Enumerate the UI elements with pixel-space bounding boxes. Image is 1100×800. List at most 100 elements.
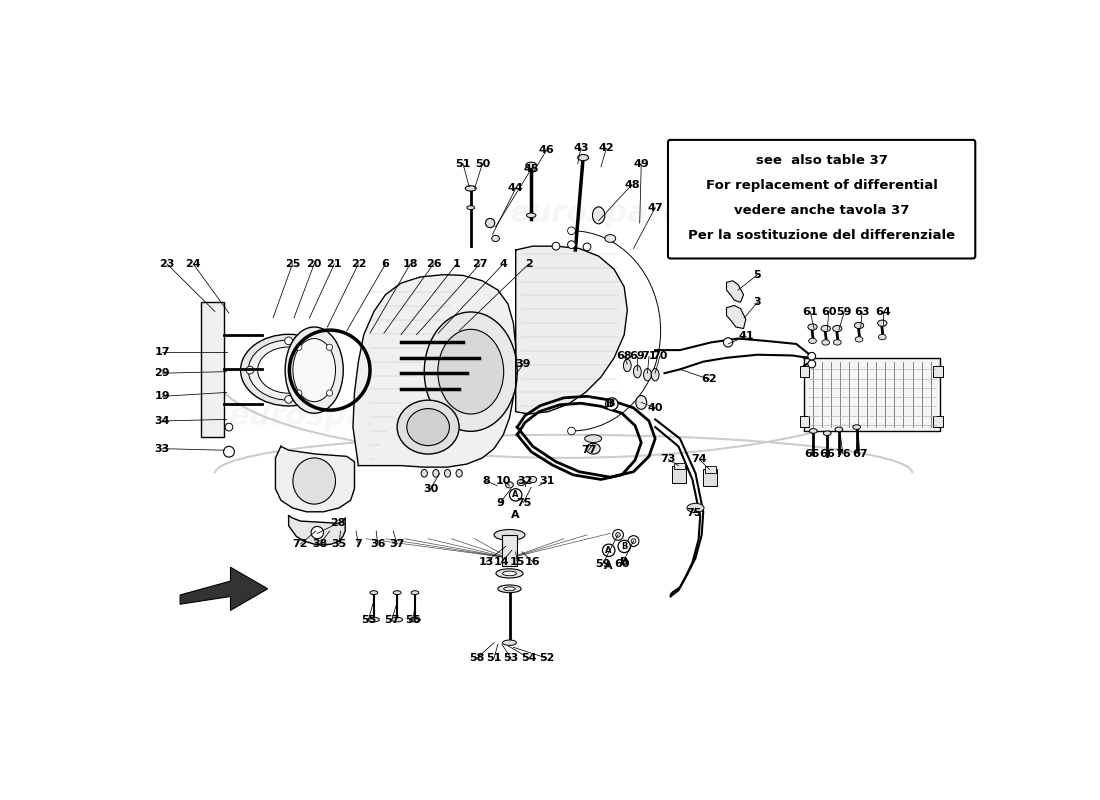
- Text: 75: 75: [686, 508, 702, 518]
- Text: 30: 30: [422, 484, 438, 494]
- Text: 9: 9: [496, 498, 504, 507]
- Ellipse shape: [411, 590, 419, 594]
- Ellipse shape: [529, 476, 537, 482]
- Ellipse shape: [833, 326, 842, 332]
- Text: 46: 46: [539, 145, 554, 155]
- Text: 59: 59: [837, 306, 852, 317]
- Text: 68: 68: [616, 351, 632, 362]
- Text: 23: 23: [160, 259, 175, 269]
- Ellipse shape: [394, 590, 402, 594]
- Circle shape: [285, 337, 293, 345]
- Circle shape: [568, 227, 575, 234]
- Text: 76: 76: [835, 449, 850, 459]
- Circle shape: [613, 530, 624, 540]
- Text: 3: 3: [754, 298, 761, 307]
- Text: 49: 49: [634, 158, 649, 169]
- Text: 44: 44: [508, 183, 524, 194]
- Ellipse shape: [438, 330, 504, 414]
- Circle shape: [296, 344, 303, 350]
- Text: A: A: [605, 546, 612, 555]
- Ellipse shape: [821, 326, 830, 332]
- Circle shape: [807, 360, 815, 368]
- Ellipse shape: [835, 427, 843, 432]
- Polygon shape: [180, 567, 267, 610]
- Ellipse shape: [506, 482, 514, 488]
- Bar: [804, 358, 939, 431]
- Ellipse shape: [636, 395, 647, 410]
- Ellipse shape: [585, 434, 602, 442]
- Text: 63: 63: [855, 306, 870, 317]
- Bar: [672, 466, 686, 482]
- Circle shape: [724, 338, 733, 347]
- Text: A: A: [604, 561, 613, 570]
- Text: 7: 7: [354, 539, 362, 549]
- FancyBboxPatch shape: [668, 140, 976, 258]
- Text: 29: 29: [154, 368, 170, 378]
- Text: 22: 22: [351, 259, 366, 269]
- Ellipse shape: [397, 400, 459, 454]
- Text: 66: 66: [820, 449, 835, 459]
- Ellipse shape: [586, 443, 601, 454]
- Text: eurospares: eurospares: [229, 402, 421, 431]
- Polygon shape: [353, 274, 516, 467]
- Circle shape: [616, 533, 620, 538]
- Ellipse shape: [808, 338, 816, 343]
- Ellipse shape: [822, 340, 829, 345]
- Text: 27: 27: [472, 259, 487, 269]
- Circle shape: [583, 243, 591, 250]
- Ellipse shape: [852, 425, 860, 430]
- Text: 24: 24: [186, 259, 201, 269]
- Text: 21: 21: [327, 259, 342, 269]
- Ellipse shape: [855, 322, 864, 329]
- Circle shape: [552, 242, 560, 250]
- Ellipse shape: [879, 334, 887, 340]
- Ellipse shape: [503, 571, 517, 576]
- Ellipse shape: [456, 470, 462, 477]
- Text: 31: 31: [539, 476, 554, 486]
- Text: 37: 37: [389, 539, 405, 549]
- Text: 71: 71: [641, 351, 657, 362]
- Circle shape: [327, 344, 332, 350]
- Ellipse shape: [496, 569, 524, 578]
- Text: 2: 2: [525, 259, 532, 269]
- Text: 51: 51: [455, 158, 471, 169]
- Ellipse shape: [605, 234, 616, 242]
- Circle shape: [226, 423, 233, 431]
- Bar: [502, 535, 517, 566]
- Ellipse shape: [634, 366, 641, 378]
- Text: 70: 70: [652, 351, 668, 362]
- Ellipse shape: [498, 585, 521, 593]
- Ellipse shape: [293, 458, 336, 504]
- Text: 14: 14: [494, 557, 509, 567]
- Text: 61: 61: [802, 306, 818, 317]
- Text: For replacement of differential: For replacement of differential: [706, 179, 937, 192]
- Bar: [800, 415, 810, 427]
- Text: 45: 45: [524, 164, 539, 174]
- Circle shape: [807, 353, 815, 360]
- Text: 50: 50: [475, 158, 490, 169]
- Text: 13: 13: [478, 557, 494, 567]
- Ellipse shape: [409, 618, 420, 622]
- Ellipse shape: [807, 324, 817, 330]
- Text: 32: 32: [517, 476, 532, 486]
- Ellipse shape: [444, 470, 451, 477]
- Ellipse shape: [392, 618, 403, 622]
- Ellipse shape: [485, 218, 495, 228]
- Ellipse shape: [824, 431, 832, 435]
- Text: 28: 28: [330, 518, 345, 528]
- Ellipse shape: [593, 207, 605, 224]
- Circle shape: [628, 536, 639, 546]
- Text: 8: 8: [483, 476, 491, 486]
- Text: 1: 1: [453, 259, 461, 269]
- Text: 10: 10: [496, 476, 512, 486]
- Text: 33: 33: [155, 444, 169, 454]
- Text: 40: 40: [648, 403, 663, 413]
- Text: see  also table 37: see also table 37: [756, 154, 888, 167]
- Text: 69: 69: [629, 351, 646, 362]
- Text: Per la sostituzione del differenziale: Per la sostituzione del differenziale: [689, 229, 955, 242]
- Polygon shape: [288, 516, 345, 545]
- Circle shape: [568, 241, 575, 249]
- Ellipse shape: [834, 340, 842, 345]
- Text: 19: 19: [154, 391, 170, 402]
- Text: 43: 43: [573, 143, 588, 154]
